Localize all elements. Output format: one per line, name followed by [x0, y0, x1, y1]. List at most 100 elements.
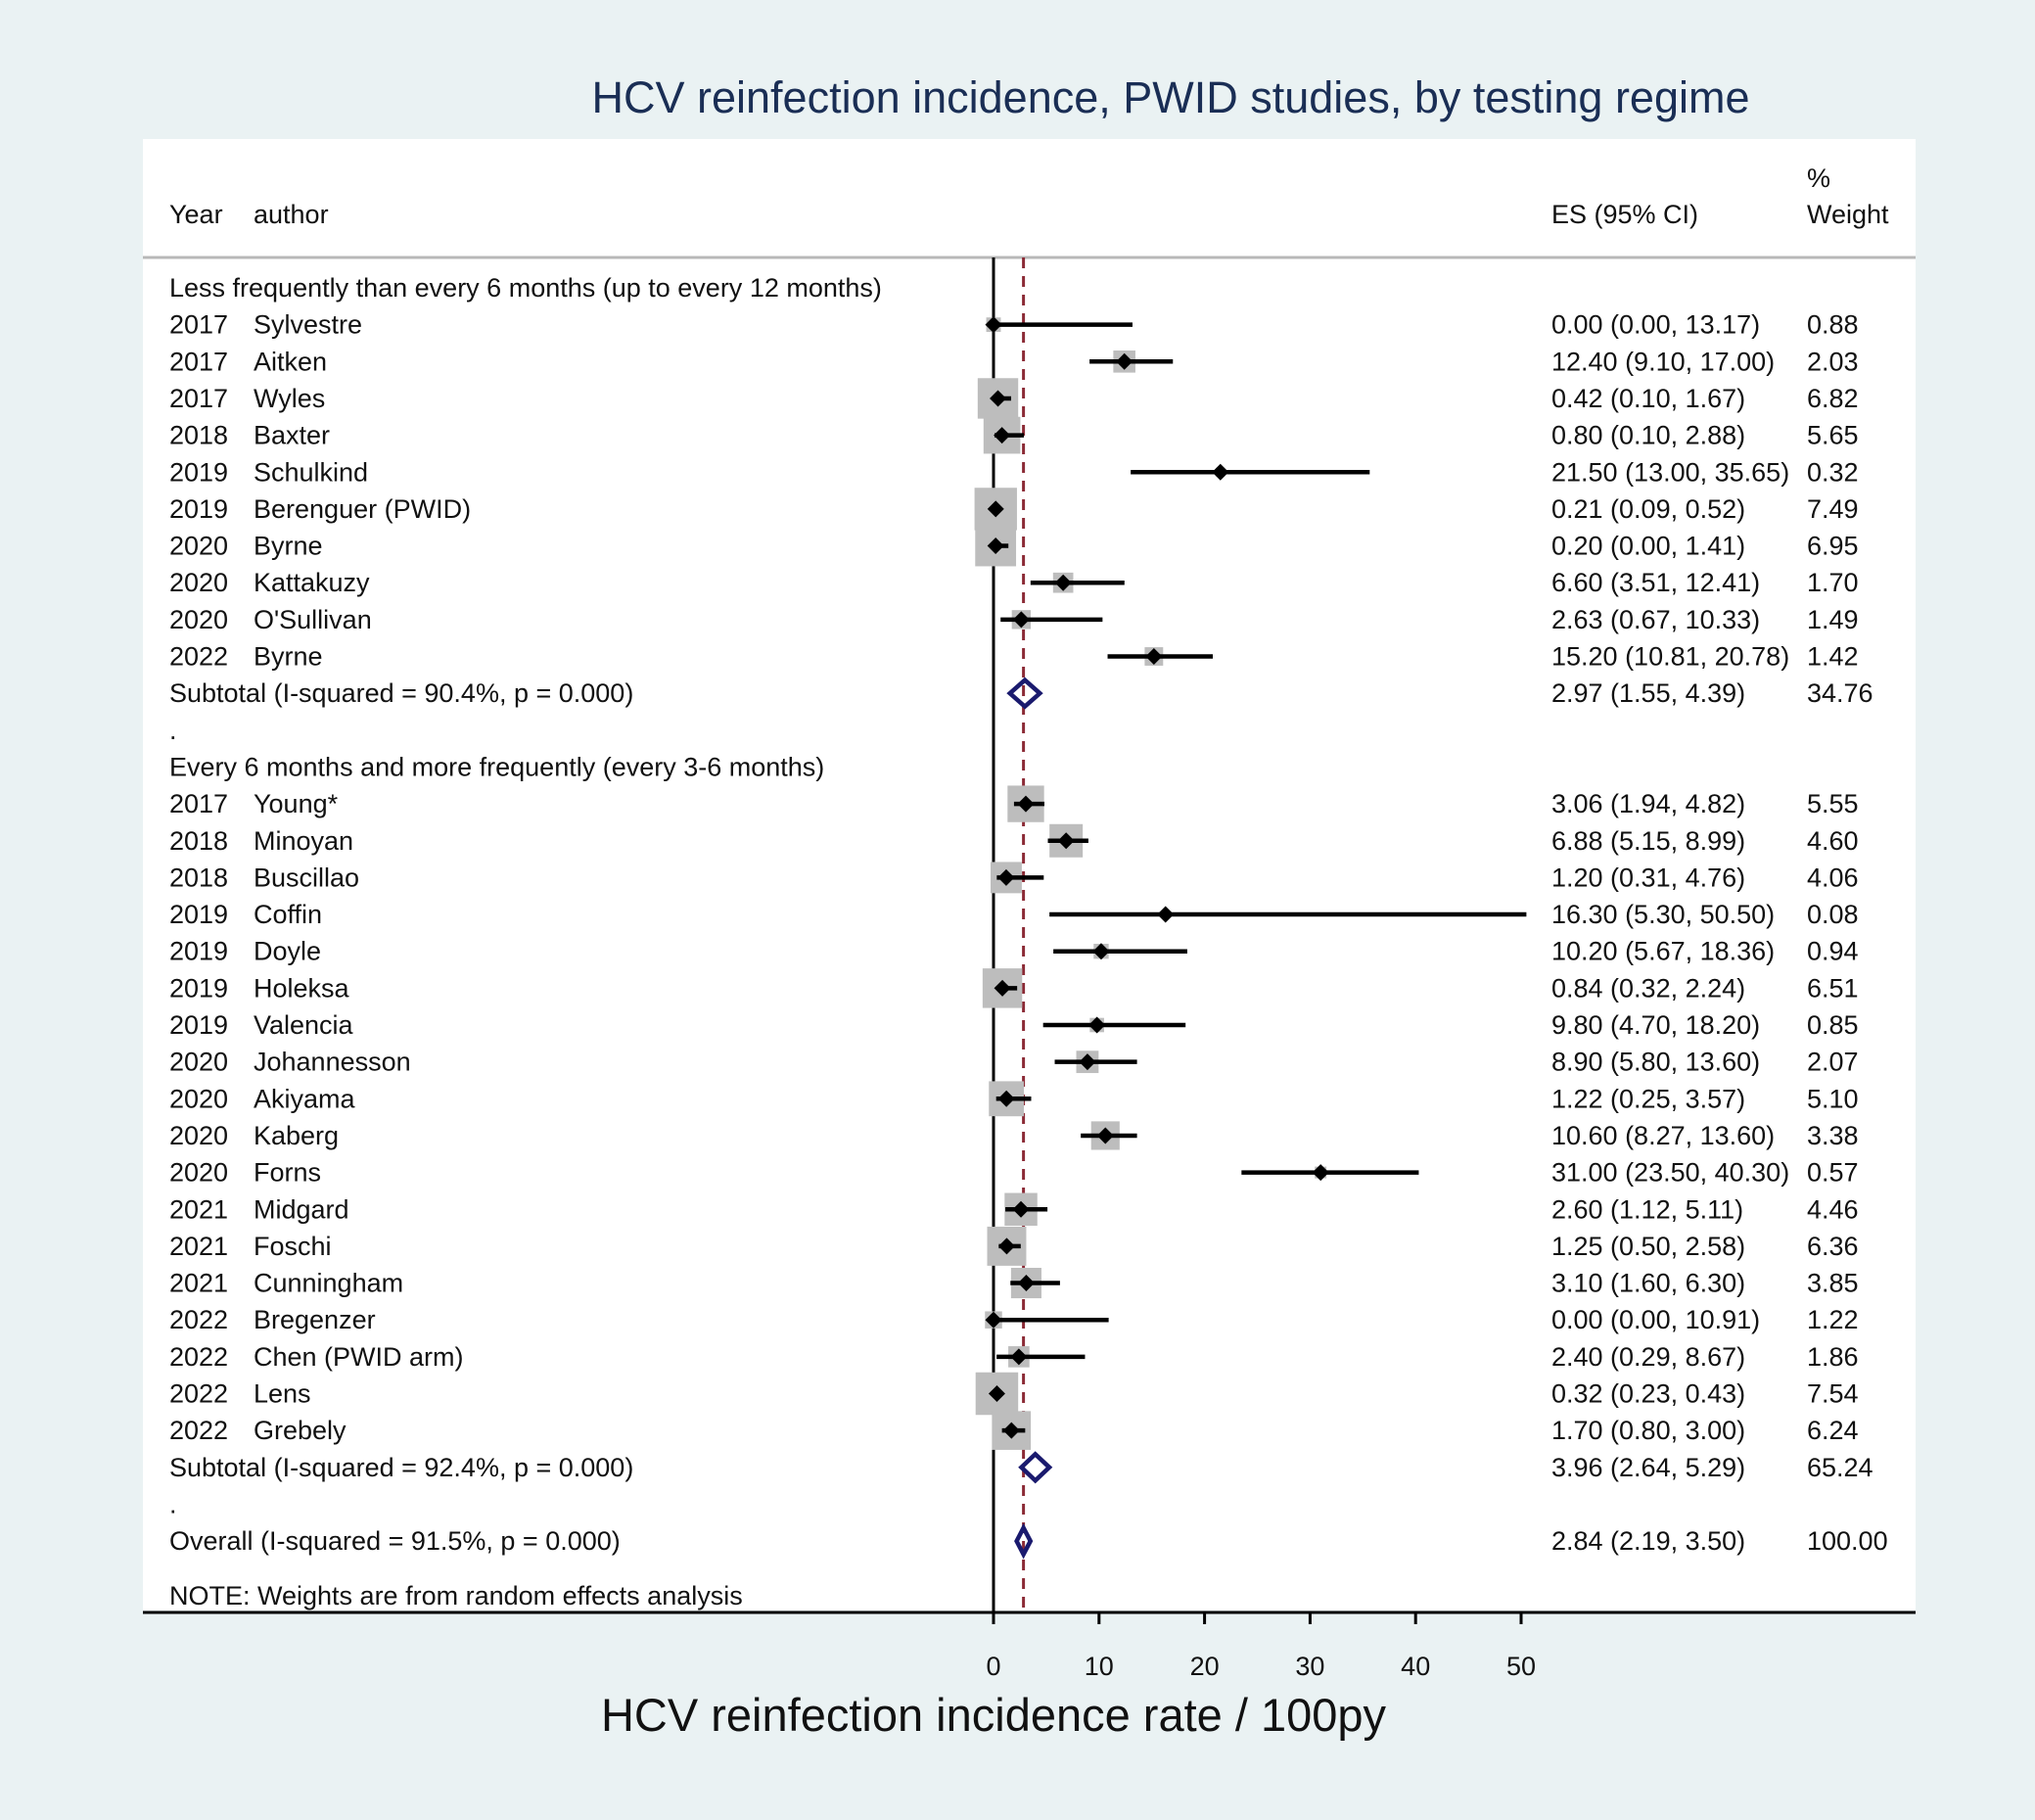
- weight-text: 34.76: [1807, 678, 1873, 708]
- point-estimate: [1012, 1200, 1030, 1218]
- study-author: Cunningham: [254, 1269, 403, 1298]
- point-estimate: [997, 1237, 1015, 1255]
- chart-title: HCV reinfection incidence, PWID studies,…: [591, 72, 1749, 122]
- spacer-dot: .: [169, 1489, 177, 1518]
- study-author: Chen (PWID arm): [254, 1342, 464, 1372]
- study-year: 2018: [169, 421, 228, 450]
- point-estimate: [1145, 648, 1163, 665]
- x-tick-label: 20: [1190, 1652, 1220, 1681]
- study-year: 2022: [169, 642, 228, 672]
- point-estimate: [1116, 352, 1133, 370]
- study-author: Lens: [254, 1379, 311, 1409]
- weight-text: 65.24: [1807, 1453, 1873, 1482]
- weight-text: 0.88: [1807, 310, 1859, 340]
- study-author: Doyle: [254, 937, 321, 966]
- es-ci-text: 15.20 (10.81, 20.78): [1551, 642, 1789, 672]
- point-estimate: [1054, 574, 1072, 591]
- es-ci-text: 8.90 (5.80, 13.60): [1551, 1048, 1760, 1077]
- point-estimate: [985, 316, 1002, 334]
- study-year: 2017: [169, 384, 228, 413]
- x-axis-ticks: 0 10 20 30 40 50: [986, 1612, 1536, 1681]
- es-ci-text: 12.40 (9.10, 17.00): [1551, 347, 1775, 376]
- study-author: Forns: [254, 1158, 321, 1188]
- study-year: 2017: [169, 789, 228, 818]
- study-year: 2020: [169, 1158, 228, 1188]
- study-year: 2020: [169, 605, 228, 634]
- study-year: 2020: [169, 1084, 228, 1113]
- weight-text: 6.95: [1807, 532, 1859, 561]
- study-year: 2022: [169, 1416, 228, 1445]
- subtotal-label: Subtotal (I-squared = 90.4%, p = 0.000): [169, 678, 633, 708]
- weight-text: 1.22: [1807, 1305, 1859, 1334]
- study-year: 2019: [169, 494, 228, 524]
- weight-text: 0.85: [1807, 1010, 1859, 1040]
- study-author: Coffin: [254, 900, 322, 929]
- weight-text: 0.94: [1807, 937, 1859, 966]
- weight-text: 1.49: [1807, 605, 1859, 634]
- point-estimate: [1092, 943, 1110, 960]
- weight-text: 7.54: [1807, 1379, 1859, 1409]
- es-ci-text: 2.60 (1.12, 5.11): [1551, 1194, 1743, 1224]
- weight-text: 4.46: [1807, 1194, 1859, 1224]
- point-estimate: [1312, 1164, 1329, 1182]
- es-ci-text: 2.97 (1.55, 4.39): [1551, 678, 1745, 708]
- es-ci-text: 2.63 (0.67, 10.33): [1551, 605, 1760, 634]
- point-estimate: [1079, 1053, 1096, 1071]
- weight-text: 2.07: [1807, 1048, 1859, 1077]
- es-ci-text: 0.00 (0.00, 13.17): [1551, 310, 1760, 340]
- es-ci-text: 2.84 (2.19, 3.50): [1551, 1526, 1745, 1556]
- point-estimate: [994, 427, 1011, 444]
- weight-text: 5.65: [1807, 421, 1859, 450]
- x-tick-label: 40: [1401, 1652, 1430, 1681]
- es-ci-text: 1.25 (0.50, 2.58): [1551, 1232, 1745, 1261]
- study-year: 2019: [169, 1010, 228, 1040]
- weights-note: NOTE: Weights are from random effects an…: [169, 1581, 743, 1610]
- es-ci-text: 1.20 (0.31, 4.76): [1551, 863, 1745, 892]
- es-ci-text: 1.70 (0.80, 3.00): [1551, 1416, 1745, 1445]
- study-author: Akiyama: [254, 1084, 356, 1113]
- es-ci-text: 6.60 (3.51, 12.41): [1551, 568, 1760, 597]
- study-author: Berenguer (PWID): [254, 494, 471, 524]
- subtotal-diamond: [1006, 677, 1043, 710]
- weight-text: 0.08: [1807, 900, 1859, 929]
- weight-text: 6.36: [1807, 1232, 1859, 1261]
- study-year: 2022: [169, 1342, 228, 1372]
- es-ci-text: 2.40 (0.29, 8.67): [1551, 1342, 1745, 1372]
- weight-text: 6.51: [1807, 973, 1859, 1003]
- study-year: 2017: [169, 347, 228, 376]
- weight-text: 100.00: [1807, 1526, 1888, 1556]
- point-estimate: [1017, 795, 1035, 813]
- point-estimate: [997, 868, 1015, 886]
- weight-text: 3.85: [1807, 1269, 1859, 1298]
- subtotal-diamond: [1018, 1451, 1053, 1484]
- x-axis-label: HCV reinfection incidence rate / 100py: [601, 1689, 1387, 1741]
- point-estimate: [987, 500, 1004, 518]
- point-estimate: [985, 1311, 1002, 1329]
- es-ci-text: 3.96 (2.64, 5.29): [1551, 1453, 1745, 1482]
- weight-text: 5.10: [1807, 1084, 1859, 1113]
- study-author: Minoyan: [254, 826, 353, 856]
- study-year: 2020: [169, 1121, 228, 1150]
- study-year: 2018: [169, 863, 228, 892]
- x-tick-label: 0: [986, 1652, 1000, 1681]
- study-author: Kattakuzy: [254, 568, 370, 597]
- es-ci-text: 10.60 (8.27, 13.60): [1551, 1121, 1775, 1150]
- header-year: Year: [169, 200, 223, 229]
- study-author: O'Sullivan: [254, 605, 372, 634]
- point-estimate: [997, 1090, 1015, 1107]
- weight-text: 4.60: [1807, 826, 1859, 856]
- study-author: Byrne: [254, 642, 323, 672]
- subtotal-label: Subtotal (I-squared = 92.4%, p = 0.000): [169, 1453, 633, 1482]
- es-ci-text: 1.22 (0.25, 3.57): [1551, 1084, 1745, 1113]
- weight-text: 0.32: [1807, 457, 1859, 487]
- study-author: Kaberg: [254, 1121, 339, 1150]
- point-estimate: [1096, 1127, 1114, 1144]
- group-label: Every 6 months and more frequently (ever…: [169, 752, 824, 781]
- point-estimate: [1212, 463, 1229, 481]
- study-year: 2021: [169, 1194, 228, 1224]
- es-ci-text: 0.20 (0.00, 1.41): [1551, 532, 1745, 561]
- study-author: Wyles: [254, 384, 325, 413]
- study-year: 2019: [169, 937, 228, 966]
- weight-text: 1.70: [1807, 568, 1859, 597]
